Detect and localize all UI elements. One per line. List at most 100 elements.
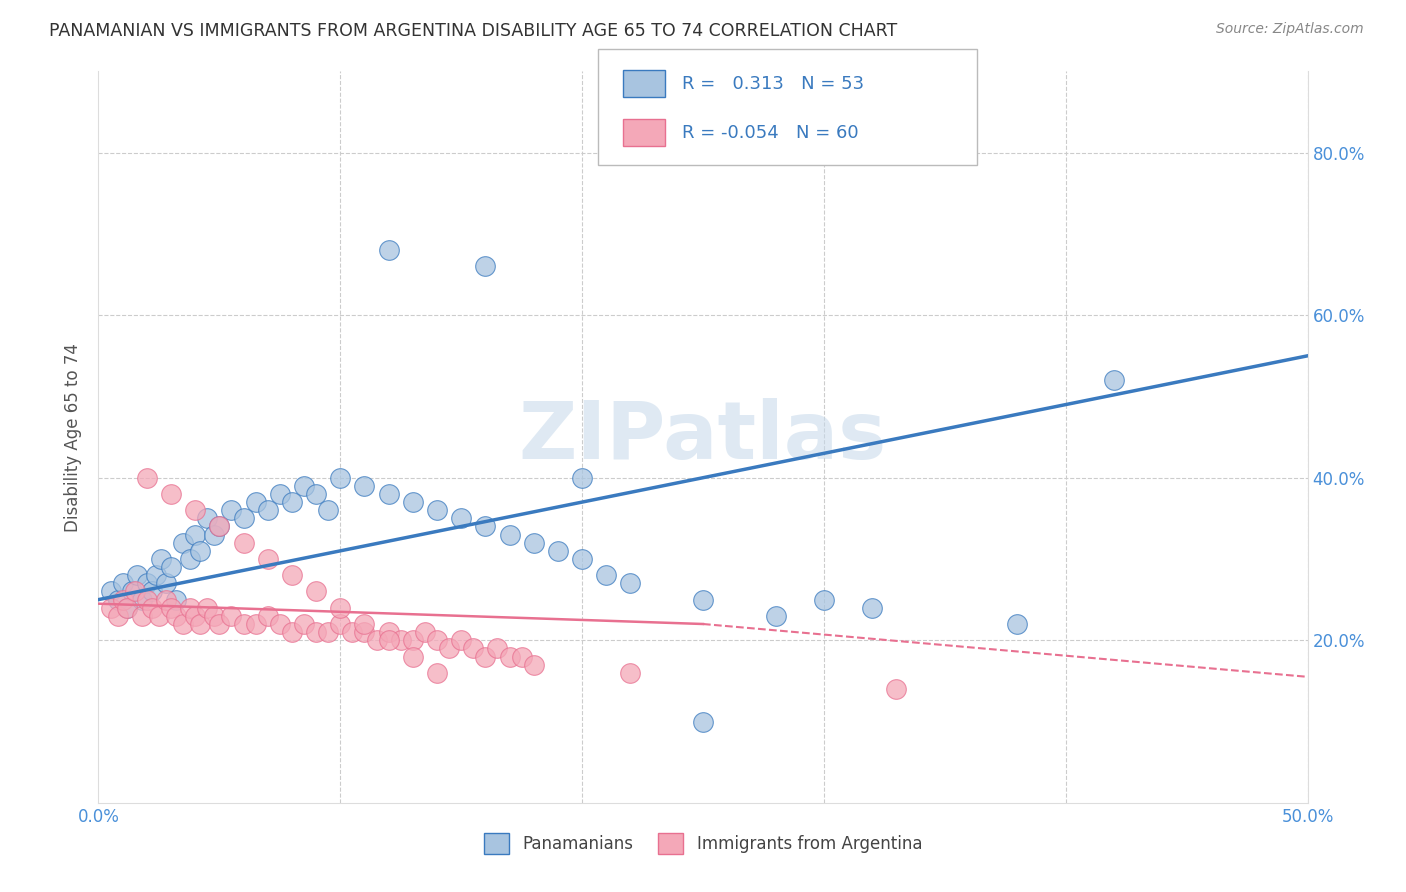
Point xyxy=(184,503,207,517)
Point xyxy=(619,665,641,680)
Point xyxy=(179,600,201,615)
Point xyxy=(256,552,278,566)
Point xyxy=(510,649,533,664)
Point xyxy=(353,625,375,640)
Point xyxy=(523,535,546,549)
Legend: Panamanians, Immigrants from Argentina: Panamanians, Immigrants from Argentina xyxy=(477,827,929,860)
Point xyxy=(342,625,364,640)
Point xyxy=(127,568,149,582)
Point xyxy=(184,608,207,623)
Point xyxy=(389,633,412,648)
Point xyxy=(208,519,231,533)
Point xyxy=(172,535,194,549)
Point xyxy=(141,584,163,599)
Point xyxy=(111,592,134,607)
Point xyxy=(571,552,593,566)
Point xyxy=(377,243,399,257)
Point xyxy=(765,608,787,623)
Point xyxy=(353,617,375,632)
Point xyxy=(498,649,520,664)
Point xyxy=(426,665,449,680)
Point xyxy=(188,617,211,632)
Point xyxy=(437,641,460,656)
Point xyxy=(269,487,291,501)
Point xyxy=(474,260,496,274)
Point xyxy=(245,617,267,632)
Point xyxy=(402,649,425,664)
Point xyxy=(547,544,569,558)
Point xyxy=(281,568,304,582)
Point xyxy=(135,576,157,591)
Point xyxy=(245,495,267,509)
Point xyxy=(121,584,143,599)
Point xyxy=(426,633,449,648)
Point xyxy=(402,633,425,648)
Point xyxy=(305,487,328,501)
Point xyxy=(316,625,339,640)
Point xyxy=(165,592,187,607)
Point xyxy=(155,592,177,607)
Point xyxy=(131,608,153,623)
Point xyxy=(329,617,352,632)
Point xyxy=(281,625,304,640)
Point xyxy=(195,511,218,525)
Point xyxy=(221,503,243,517)
Text: ZIPatlas: ZIPatlas xyxy=(519,398,887,476)
Point xyxy=(135,471,157,485)
Point xyxy=(117,600,139,615)
Point xyxy=(204,527,226,541)
Point xyxy=(305,625,328,640)
Point xyxy=(179,552,201,566)
Point xyxy=(377,633,399,648)
Point xyxy=(292,617,315,632)
Point xyxy=(107,592,129,607)
Point xyxy=(135,592,157,607)
Point xyxy=(886,681,908,696)
Point xyxy=(160,600,183,615)
Point xyxy=(281,495,304,509)
Point xyxy=(232,535,254,549)
Point xyxy=(145,568,167,582)
Text: PANAMANIAN VS IMMIGRANTS FROM ARGENTINA DISABILITY AGE 65 TO 74 CORRELATION CHAR: PANAMANIAN VS IMMIGRANTS FROM ARGENTINA … xyxy=(49,22,897,40)
Point xyxy=(124,584,146,599)
Point xyxy=(160,487,183,501)
Point xyxy=(692,592,714,607)
Point xyxy=(141,600,163,615)
Point xyxy=(155,576,177,591)
Point xyxy=(305,584,328,599)
Text: R =   0.313   N = 53: R = 0.313 N = 53 xyxy=(682,75,865,93)
Point xyxy=(208,519,231,533)
Point xyxy=(204,608,226,623)
Point xyxy=(316,503,339,517)
Point xyxy=(160,560,183,574)
Point xyxy=(413,625,436,640)
Point xyxy=(221,608,243,623)
Point xyxy=(692,714,714,729)
Point xyxy=(377,625,399,640)
Point xyxy=(402,495,425,509)
Point xyxy=(329,600,352,615)
Point xyxy=(256,608,278,623)
Point xyxy=(131,592,153,607)
Point xyxy=(232,617,254,632)
Point xyxy=(100,584,122,599)
Point xyxy=(269,617,291,632)
Point xyxy=(426,503,449,517)
Point xyxy=(292,479,315,493)
Point xyxy=(1102,373,1125,387)
Y-axis label: Disability Age 65 to 74: Disability Age 65 to 74 xyxy=(65,343,83,532)
Point xyxy=(813,592,835,607)
Text: R = -0.054   N = 60: R = -0.054 N = 60 xyxy=(682,124,859,142)
Text: Source: ZipAtlas.com: Source: ZipAtlas.com xyxy=(1216,22,1364,37)
Point xyxy=(353,479,375,493)
Point xyxy=(107,608,129,623)
Point xyxy=(463,641,485,656)
Point xyxy=(150,552,173,566)
Point xyxy=(450,511,472,525)
Point xyxy=(329,471,352,485)
Point xyxy=(232,511,254,525)
Point xyxy=(172,617,194,632)
Point xyxy=(195,600,218,615)
Point xyxy=(184,527,207,541)
Point xyxy=(595,568,617,582)
